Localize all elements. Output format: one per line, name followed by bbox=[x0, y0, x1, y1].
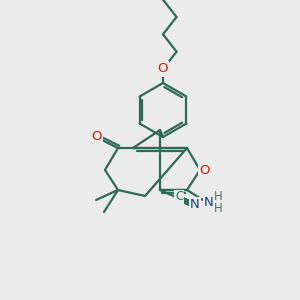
Text: N: N bbox=[204, 196, 214, 208]
Text: O: O bbox=[199, 164, 209, 176]
Text: C: C bbox=[175, 190, 183, 203]
Text: N: N bbox=[190, 199, 200, 212]
Text: H: H bbox=[214, 202, 222, 214]
Text: H: H bbox=[214, 190, 222, 202]
Text: O: O bbox=[92, 130, 102, 142]
Text: O: O bbox=[158, 62, 168, 76]
